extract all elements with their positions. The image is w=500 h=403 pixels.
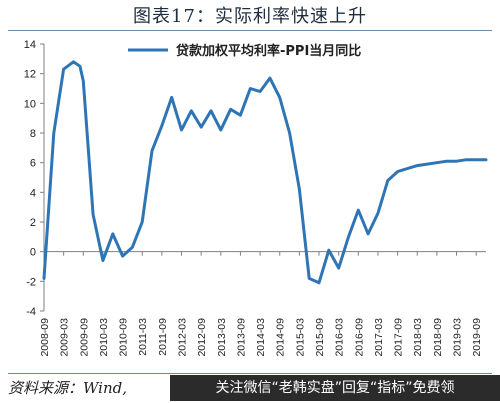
source-note: 资料来源：Wind, [8,379,127,397]
x-tick-label: 2012-03 [177,318,189,357]
x-tick-label: 2014-09 [275,318,287,357]
y-tick-label: 6 [30,158,36,170]
x-tick-label: 2018-03 [412,318,424,357]
x-tick-label: 2010-09 [118,318,130,357]
x-tick-label: 2013-03 [216,318,228,357]
x-tick-label: 2016-03 [334,318,346,357]
x-tick-label: 2012-09 [196,318,208,357]
x-tick-label: 2009-03 [59,318,71,357]
x-tick-label: 2008-09 [39,318,51,357]
x-tick-label: 2009-09 [78,318,90,357]
y-tick-label: 0 [30,247,36,259]
x-tick-label: 2014-03 [255,318,267,357]
x-tick-label: 2019-09 [471,318,483,357]
y-tick-label: 12 [24,69,36,81]
footer-divider [8,373,492,374]
x-tick-label: 2011-09 [157,318,169,356]
x-tick-label: 2011-03 [137,318,149,356]
x-tick-label: 2019-03 [452,318,464,357]
x-tick-label: 2017-03 [373,318,385,357]
y-tick-label: 14 [24,39,36,51]
y-tick-label: -4 [26,306,36,318]
chart-title: 图表17：实际利率快速上升 [133,6,367,27]
y-tick-label: 8 [30,128,36,140]
x-tick-label: 2015-03 [294,318,306,357]
y-tick-label: 4 [30,187,36,199]
x-tick-label: 2018-09 [432,318,444,357]
x-tick-label: 2016-09 [353,318,365,357]
x-tick-label: 2013-09 [235,318,247,357]
x-tick-label: 2017-09 [393,318,405,357]
legend-label: 贷款加权平均利率-PPI当月同比 [176,43,361,59]
y-tick-label: 10 [24,98,36,110]
watermark-banner: 关注微信“老韩实盘”回复“指标”免费领 [170,375,500,401]
title-divider [8,30,492,31]
y-tick-label: -2 [26,276,36,288]
y-tick-label: 2 [30,217,36,229]
x-tick-label: 2015-09 [314,318,326,357]
x-tick-label: 2010-03 [98,318,110,357]
series-line [42,60,488,285]
